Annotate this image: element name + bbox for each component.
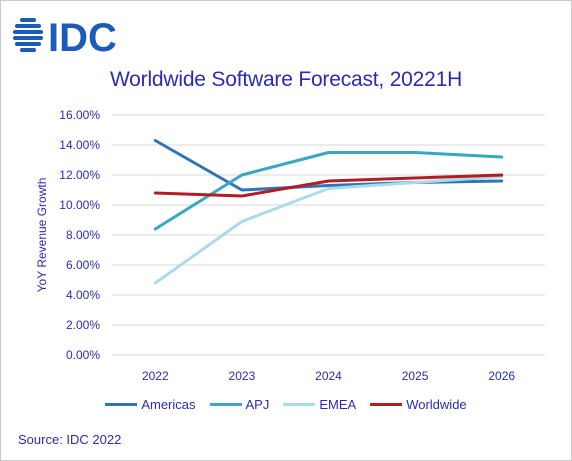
legend-item: Americas [105, 397, 196, 412]
legend-label: Americas [141, 397, 196, 412]
y-tick-label: 12.00% [59, 168, 100, 182]
legend-swatch [283, 403, 316, 406]
legend-label: Worldwide [406, 397, 467, 412]
legend-swatch [105, 403, 138, 406]
legend-swatch [209, 403, 242, 406]
y-tick-label: 10.00% [59, 198, 100, 212]
legend-item: EMEA [283, 397, 356, 412]
y-tick-label: 4.00% [66, 288, 100, 302]
source-note: Source: IDC 2022 [18, 432, 122, 447]
y-axis-label: YoY Revenue Growth [35, 178, 49, 293]
y-tick-label: 0.00% [66, 348, 100, 362]
logo-text: IDC [48, 16, 117, 58]
legend-item: Worldwide [370, 397, 467, 412]
series-line [153, 151, 504, 231]
legend-label: APJ [245, 397, 270, 412]
globe-icon [13, 18, 43, 52]
y-tick-label: 6.00% [66, 258, 100, 272]
series-line [153, 173, 504, 198]
x-tick-label: 2026 [488, 369, 515, 383]
series-line [153, 175, 504, 285]
idc-logo: IDC [13, 16, 117, 58]
y-tick-label: 2.00% [66, 318, 100, 332]
chart-title: Worldwide Software Forecast, 20221H [109, 68, 463, 91]
x-tick-label: 2023 [229, 369, 256, 383]
y-tick-label: 8.00% [66, 228, 100, 242]
legend-item: APJ [209, 397, 270, 412]
x-tick-label: 2024 [315, 369, 342, 383]
x-tick-label: 2022 [142, 369, 169, 383]
legend-swatch [370, 403, 403, 406]
series-line [153, 139, 504, 192]
legend: Americas APJ EMEA Worldwide [0, 397, 572, 412]
y-tick-label: 14.00% [59, 138, 100, 152]
y-tick-label: 16.00% [59, 108, 100, 122]
legend-label: EMEA [319, 397, 357, 412]
x-tick-label: 2025 [402, 369, 429, 383]
